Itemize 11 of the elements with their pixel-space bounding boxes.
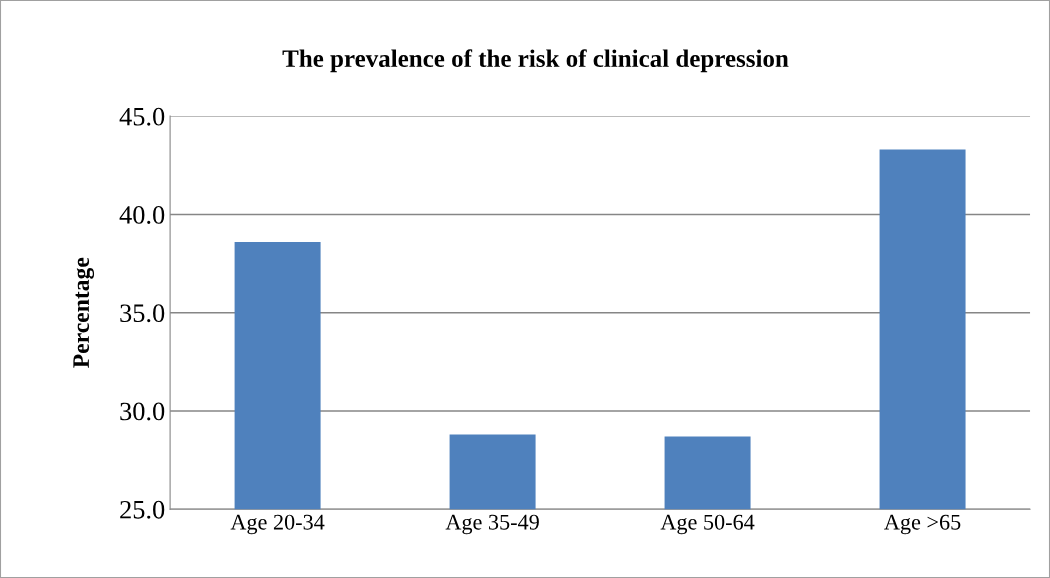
y-tick-label: 40.0 <box>119 206 165 224</box>
y-tick-label: 25.0 <box>120 500 165 519</box>
y-axis-title: Percentage <box>73 257 95 368</box>
chart-title: The prevalence of the risk of clinical depression <box>282 49 789 73</box>
y-tick-label: 35.0 <box>120 304 165 323</box>
x-tick-label: Age 50-64 <box>660 514 755 535</box>
x-tick-label: Age 35-49 <box>445 514 539 535</box>
x-tick-label: Age 20-34 <box>230 514 325 535</box>
y-tick-label: 30.0 <box>120 402 165 421</box>
x-tick-label: Age >65 <box>884 514 961 535</box>
y-tick-label: 45.0 <box>119 107 165 126</box>
